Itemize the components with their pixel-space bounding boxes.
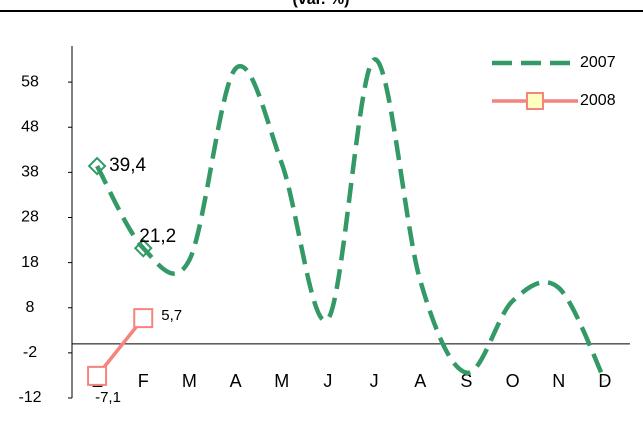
data-label: -7,1 (95, 389, 121, 406)
x-tick-label: S (460, 371, 472, 391)
chart-title: (var. %) (293, 0, 350, 8)
y-tick-label: 28 (21, 209, 39, 226)
legend-marker (526, 92, 544, 110)
x-tick-label: A (230, 371, 242, 391)
marker (87, 365, 108, 386)
data-label: 39,4 (109, 155, 146, 176)
series-line (95, 57, 607, 382)
y-tick-label: 48 (21, 118, 39, 135)
y-tick-label: -12 (18, 389, 41, 406)
legend-label: 2008 (580, 92, 616, 109)
legend-label: 2007 (580, 54, 616, 71)
x-tick-label: O (506, 371, 520, 391)
x-tick-label: J (370, 371, 379, 391)
x-tick-label: A (414, 371, 426, 391)
y-tick-label: 38 (21, 164, 39, 181)
y-tick-label: 18 (21, 254, 39, 271)
x-tick-label: M (182, 371, 197, 391)
x-tick-label: J (323, 371, 332, 391)
x-tick-label: F (138, 371, 149, 391)
marker (133, 238, 153, 258)
data-label: 5,7 (161, 307, 182, 324)
x-tick-label: N (552, 371, 565, 391)
marker (87, 156, 107, 176)
marker (133, 308, 154, 329)
y-tick-label: -2 (23, 344, 37, 361)
data-label: 21,2 (139, 226, 176, 247)
y-tick-label: 58 (21, 73, 39, 90)
x-tick-label: M (274, 371, 289, 391)
y-tick-label: 8 (26, 299, 35, 316)
